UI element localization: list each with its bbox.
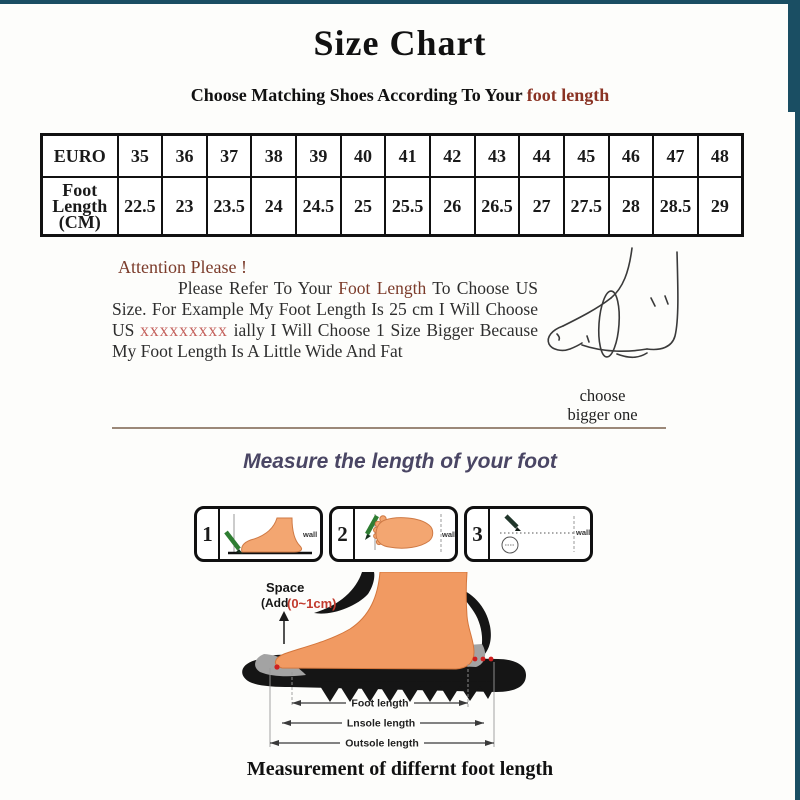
attention-text-maroon: Foot Length (338, 278, 427, 298)
foot-length-cell: 26 (428, 176, 476, 237)
euro-size-cell: 41 (384, 133, 431, 178)
foot-length-cell: 27 (518, 176, 565, 237)
size-chart-table: EURO 35 36 37 38 39 40 41 42 43 44 45 46… (40, 133, 744, 237)
subtitle-text: Choose Matching Shoes According To Your (190, 85, 527, 105)
section-divider (112, 427, 666, 429)
foot-length-row-label: Foot Length (CM) (40, 176, 119, 237)
space-arrow-icon (279, 611, 289, 644)
wall-label: wall (441, 530, 455, 539)
foot-length-cell: 28 (607, 176, 655, 237)
euro-size-cell: 37 (205, 133, 253, 178)
foot-length-cell: 23 (161, 176, 208, 237)
insole-length-dim-label: Lnsole length (347, 718, 415, 730)
space-label: Space (266, 580, 304, 595)
outsole-length-dim-label: Outsole length (345, 738, 419, 750)
measurement-circle-icon (501, 536, 519, 554)
euro-size-cell: 44 (518, 133, 565, 178)
foot-length-cell: 24 (250, 176, 298, 237)
attention-text: Please Refer To Your (178, 278, 339, 298)
attention-text: To Choose US Size. For Example My Foot L… (112, 278, 538, 340)
dimension-arrowheads (270, 700, 494, 746)
measure-section-heading: Measure the length of your foot (243, 450, 557, 473)
foot-outline-icon (547, 247, 679, 359)
pen-icon (365, 514, 379, 540)
pen-icon (224, 530, 243, 554)
euro-size-cell: 47 (652, 133, 699, 178)
attention-text: ially I Will Choose 1 Size Bigger Becaus… (112, 320, 538, 361)
measure-steps: 1 wall 2 (194, 506, 593, 562)
attention-text-redacted: xxxxxxxxx (140, 320, 228, 340)
euro-row-label: EURO (40, 133, 119, 178)
euro-size-cell: 40 (339, 133, 387, 178)
foot-length-cell: 26.5 (473, 176, 521, 237)
foot-length-dim-label: Foot length (351, 698, 408, 710)
foot-length-cell: 24.5 (295, 176, 342, 237)
space-range-label: (0~1cm) (287, 596, 337, 611)
space-add-label: (Add (261, 596, 288, 610)
pen-icon (504, 514, 521, 531)
choose-note-line: choose (579, 386, 626, 405)
step-number: 3 (467, 509, 490, 559)
foot-in-shoe-icon (275, 572, 475, 670)
euro-row: EURO 35 36 37 38 39 40 41 42 43 44 45 46… (40, 133, 744, 178)
foot-length-cell: 22.5 (116, 176, 164, 237)
foot-length-label-line: Length (52, 196, 108, 216)
euro-size-cell: 45 (562, 133, 610, 178)
choose-note-line: bigger one (567, 405, 638, 424)
page-title: Size Chart (313, 23, 487, 63)
top-border (0, 0, 800, 4)
right-border (795, 0, 800, 800)
diagram-caption: Measurement of differnt foot length (246, 758, 554, 780)
foot-length-label-line: Foot (62, 180, 98, 200)
euro-size-cell: 35 (116, 133, 164, 178)
euro-size-cell: 46 (607, 133, 655, 178)
measure-step-1: 1 wall (194, 506, 323, 562)
step-1-illustration: wall (224, 514, 317, 555)
foot-sole-icon (373, 515, 434, 549)
step-number: 2 (332, 509, 355, 559)
step-2-illustration: wall (365, 514, 455, 554)
right-border-block (788, 0, 800, 112)
dimension-guides (269, 662, 495, 747)
euro-size-cell: 38 (250, 133, 298, 178)
subtitle-highlight: foot length (526, 85, 610, 105)
foot-length-cell: 25 (339, 176, 387, 237)
wall-label: wall (302, 530, 317, 539)
foot-length-row: Foot Length (CM) 22.5 23 23.5 24 24.5 25… (40, 176, 744, 237)
measure-step-2: 2 wall (329, 506, 458, 562)
attention-heading: Attention Please ! (118, 257, 247, 277)
foot-side-icon (241, 517, 303, 553)
wall-label: wall (575, 528, 590, 537)
shoe-length-diagram: Space (Add (0~1cm) Foot length Lnsole le… (242, 572, 526, 750)
foot-length-cell: 25.5 (384, 176, 431, 237)
step-3-illustration: wall (500, 514, 590, 554)
foot-length-cell: 28.5 (652, 176, 699, 237)
euro-size-cell: 48 (696, 133, 744, 178)
euro-size-cell: 39 (295, 133, 342, 178)
euro-size-cell: 36 (161, 133, 208, 178)
attention-paragraph: Please Refer To Your Foot Length To Choo… (112, 278, 538, 362)
measure-step-3: 3 wall (464, 506, 593, 562)
euro-size-cell: 42 (428, 133, 476, 178)
foot-length-label-line: (CM) (58, 212, 101, 232)
step-number: 1 (197, 509, 220, 559)
euro-size-cell: 43 (473, 133, 521, 178)
foot-length-cell: 27.5 (562, 176, 610, 237)
foot-length-cell: 29 (696, 176, 744, 237)
foot-measuring-sketch (547, 247, 679, 359)
choose-bigger-note: choose bigger one (540, 386, 665, 424)
subtitle: Choose Matching Shoes According To Your … (0, 85, 800, 106)
measure-point-dots (274, 656, 494, 670)
foot-length-cell: 23.5 (205, 176, 253, 237)
